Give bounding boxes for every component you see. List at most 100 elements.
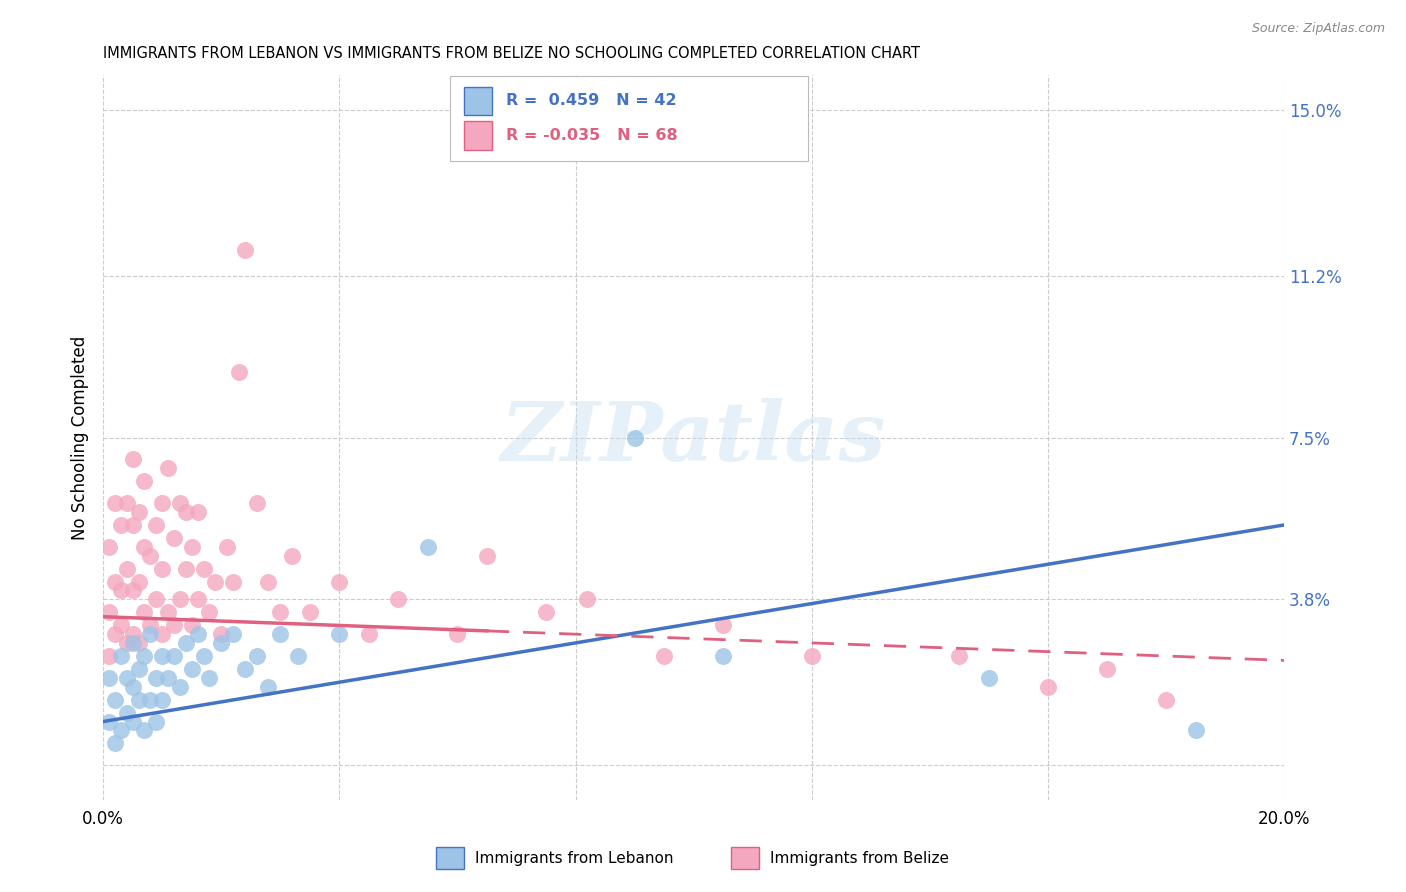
Point — [711, 648, 734, 663]
Point — [98, 605, 121, 619]
Point — [269, 627, 291, 641]
Point — [1036, 680, 1059, 694]
Point — [104, 574, 127, 589]
Point — [222, 574, 245, 589]
Point — [150, 627, 173, 641]
Point — [246, 648, 269, 663]
Point — [180, 618, 202, 632]
Point — [281, 549, 304, 563]
Point — [104, 627, 127, 641]
Point — [145, 517, 167, 532]
Point — [104, 736, 127, 750]
Point — [134, 605, 156, 619]
Point — [198, 671, 221, 685]
Point — [257, 574, 280, 589]
Point — [387, 592, 409, 607]
Point — [110, 723, 132, 738]
Point — [139, 627, 162, 641]
Point — [115, 496, 138, 510]
Point — [134, 648, 156, 663]
Point — [576, 592, 599, 607]
Point — [121, 714, 143, 729]
Point — [128, 662, 150, 676]
Point — [180, 662, 202, 676]
Point — [233, 662, 256, 676]
Point — [115, 561, 138, 575]
Point — [98, 671, 121, 685]
Point — [128, 505, 150, 519]
Point — [98, 714, 121, 729]
Y-axis label: No Schooling Completed: No Schooling Completed — [72, 335, 89, 540]
Point — [110, 648, 132, 663]
Point — [257, 680, 280, 694]
Point — [328, 627, 350, 641]
Point — [1154, 692, 1177, 706]
Point — [104, 692, 127, 706]
Text: R = -0.035   N = 68: R = -0.035 N = 68 — [506, 128, 678, 143]
Point — [157, 671, 180, 685]
Point — [139, 549, 162, 563]
Point — [1095, 662, 1118, 676]
Point — [150, 496, 173, 510]
Point — [209, 627, 232, 641]
Point — [800, 648, 823, 663]
Point — [193, 648, 215, 663]
Point — [134, 723, 156, 738]
Point — [174, 505, 197, 519]
Text: ZIPatlas: ZIPatlas — [501, 398, 886, 477]
Point — [110, 583, 132, 598]
Point — [174, 561, 197, 575]
Point — [139, 692, 162, 706]
Point — [357, 627, 380, 641]
Point — [269, 605, 291, 619]
Point — [150, 648, 173, 663]
Point — [115, 636, 138, 650]
Point — [98, 540, 121, 554]
Point — [169, 592, 191, 607]
Point — [228, 365, 250, 379]
Point — [187, 627, 209, 641]
Point — [287, 648, 309, 663]
Point — [139, 618, 162, 632]
Point — [169, 496, 191, 510]
Point — [134, 475, 156, 489]
Point — [121, 452, 143, 467]
Point — [128, 574, 150, 589]
Point — [534, 605, 557, 619]
Point — [163, 648, 186, 663]
Point — [193, 561, 215, 575]
Point — [121, 627, 143, 641]
Point — [121, 636, 143, 650]
Point — [204, 574, 226, 589]
Point — [163, 531, 186, 545]
Point — [328, 574, 350, 589]
Point — [209, 636, 232, 650]
Text: IMMIGRANTS FROM LEBANON VS IMMIGRANTS FROM BELIZE NO SCHOOLING COMPLETED CORRELA: IMMIGRANTS FROM LEBANON VS IMMIGRANTS FR… — [103, 46, 920, 62]
Point — [198, 605, 221, 619]
Point — [948, 648, 970, 663]
Point — [475, 549, 498, 563]
Point — [134, 540, 156, 554]
Point — [298, 605, 321, 619]
Point — [169, 680, 191, 694]
Point — [115, 671, 138, 685]
Point — [110, 618, 132, 632]
Point — [711, 618, 734, 632]
Point — [187, 592, 209, 607]
Point — [128, 692, 150, 706]
Point — [1184, 723, 1206, 738]
Point — [150, 692, 173, 706]
Point — [187, 505, 209, 519]
Point — [416, 540, 439, 554]
Text: Immigrants from Lebanon: Immigrants from Lebanon — [475, 851, 673, 865]
Point — [977, 671, 1000, 685]
Point — [157, 461, 180, 475]
Point — [174, 636, 197, 650]
Point — [110, 517, 132, 532]
Point — [163, 618, 186, 632]
Point — [246, 496, 269, 510]
Point — [121, 680, 143, 694]
Point — [104, 496, 127, 510]
Point — [121, 583, 143, 598]
Point — [157, 605, 180, 619]
